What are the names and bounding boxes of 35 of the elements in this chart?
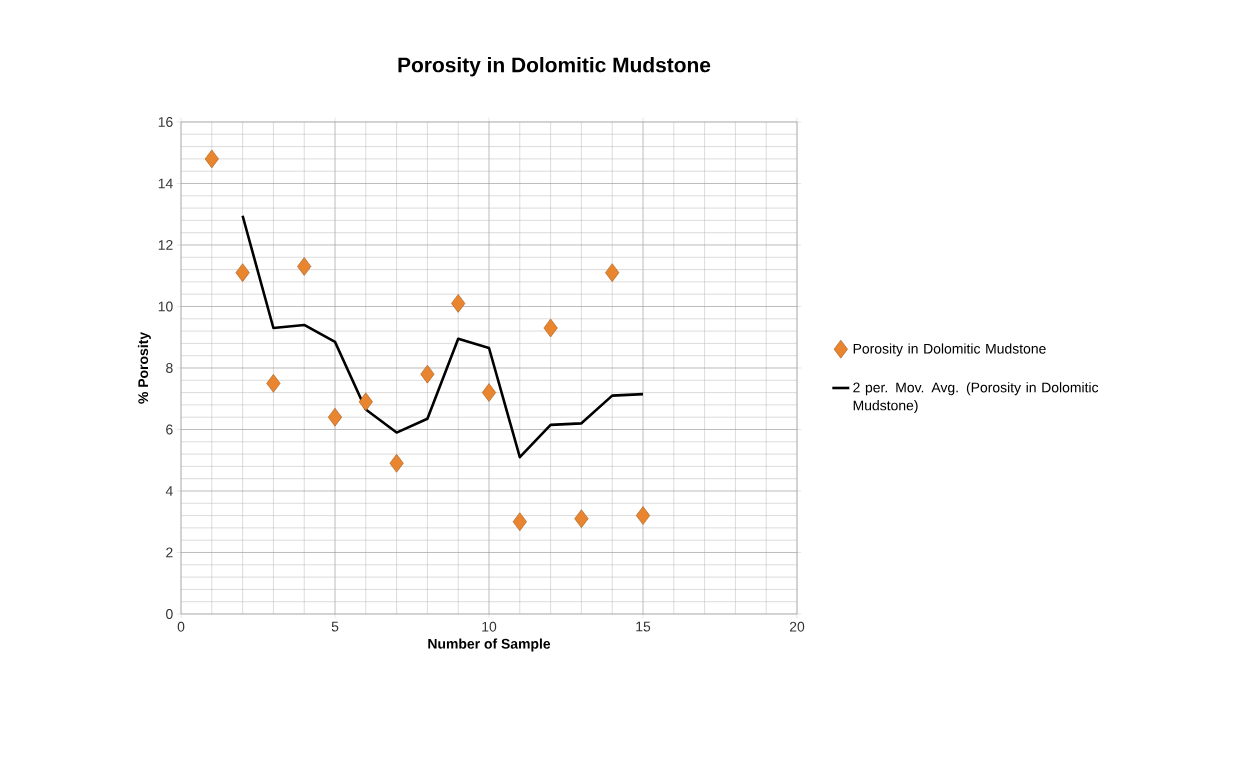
x-tick-label: 15 bbox=[636, 621, 651, 632]
legend-label: Porosity in Dolomitic Mudstone bbox=[853, 343, 1046, 357]
point bbox=[327, 407, 343, 427]
y-tick-label: 16 bbox=[158, 117, 173, 127]
point bbox=[297, 257, 312, 276]
x-tick-label: 5 bbox=[331, 621, 339, 632]
point bbox=[512, 512, 527, 532]
point bbox=[266, 374, 281, 393]
point bbox=[605, 263, 620, 282]
y-tick-label: 12 bbox=[158, 240, 173, 250]
y-tick-label: 8 bbox=[166, 363, 173, 373]
point bbox=[481, 383, 497, 402]
x-tick-label: 10 bbox=[482, 621, 497, 632]
y-tick-label: 4 bbox=[165, 486, 173, 496]
chart-title: Porosity in Dolomitic Mudstone bbox=[398, 56, 711, 77]
x-axis-title: Number of Sample bbox=[428, 638, 551, 652]
y-tick-label: 10 bbox=[158, 301, 173, 312]
y-tick-label: 2 bbox=[166, 547, 173, 558]
point bbox=[358, 392, 373, 412]
y-tick-label: 0 bbox=[166, 609, 173, 619]
x-tick-label: 0 bbox=[177, 621, 185, 632]
point bbox=[451, 294, 466, 313]
y-axis-title: % Porosity bbox=[137, 332, 151, 404]
y-tick-label: 6 bbox=[166, 424, 173, 435]
y-tick-label: 14 bbox=[158, 178, 173, 189]
point bbox=[543, 318, 558, 338]
legend-label: 2 per. Mov. Avg. (Porosity in Dolomitic Mudstone) bbox=[853, 382, 1099, 414]
x-tick-label: 20 bbox=[789, 621, 805, 632]
point bbox=[235, 263, 250, 282]
line-series bbox=[241, 214, 645, 459]
point bbox=[389, 454, 404, 473]
point bbox=[420, 364, 435, 384]
point bbox=[574, 509, 589, 528]
point bbox=[635, 506, 651, 525]
point bbox=[204, 149, 219, 169]
